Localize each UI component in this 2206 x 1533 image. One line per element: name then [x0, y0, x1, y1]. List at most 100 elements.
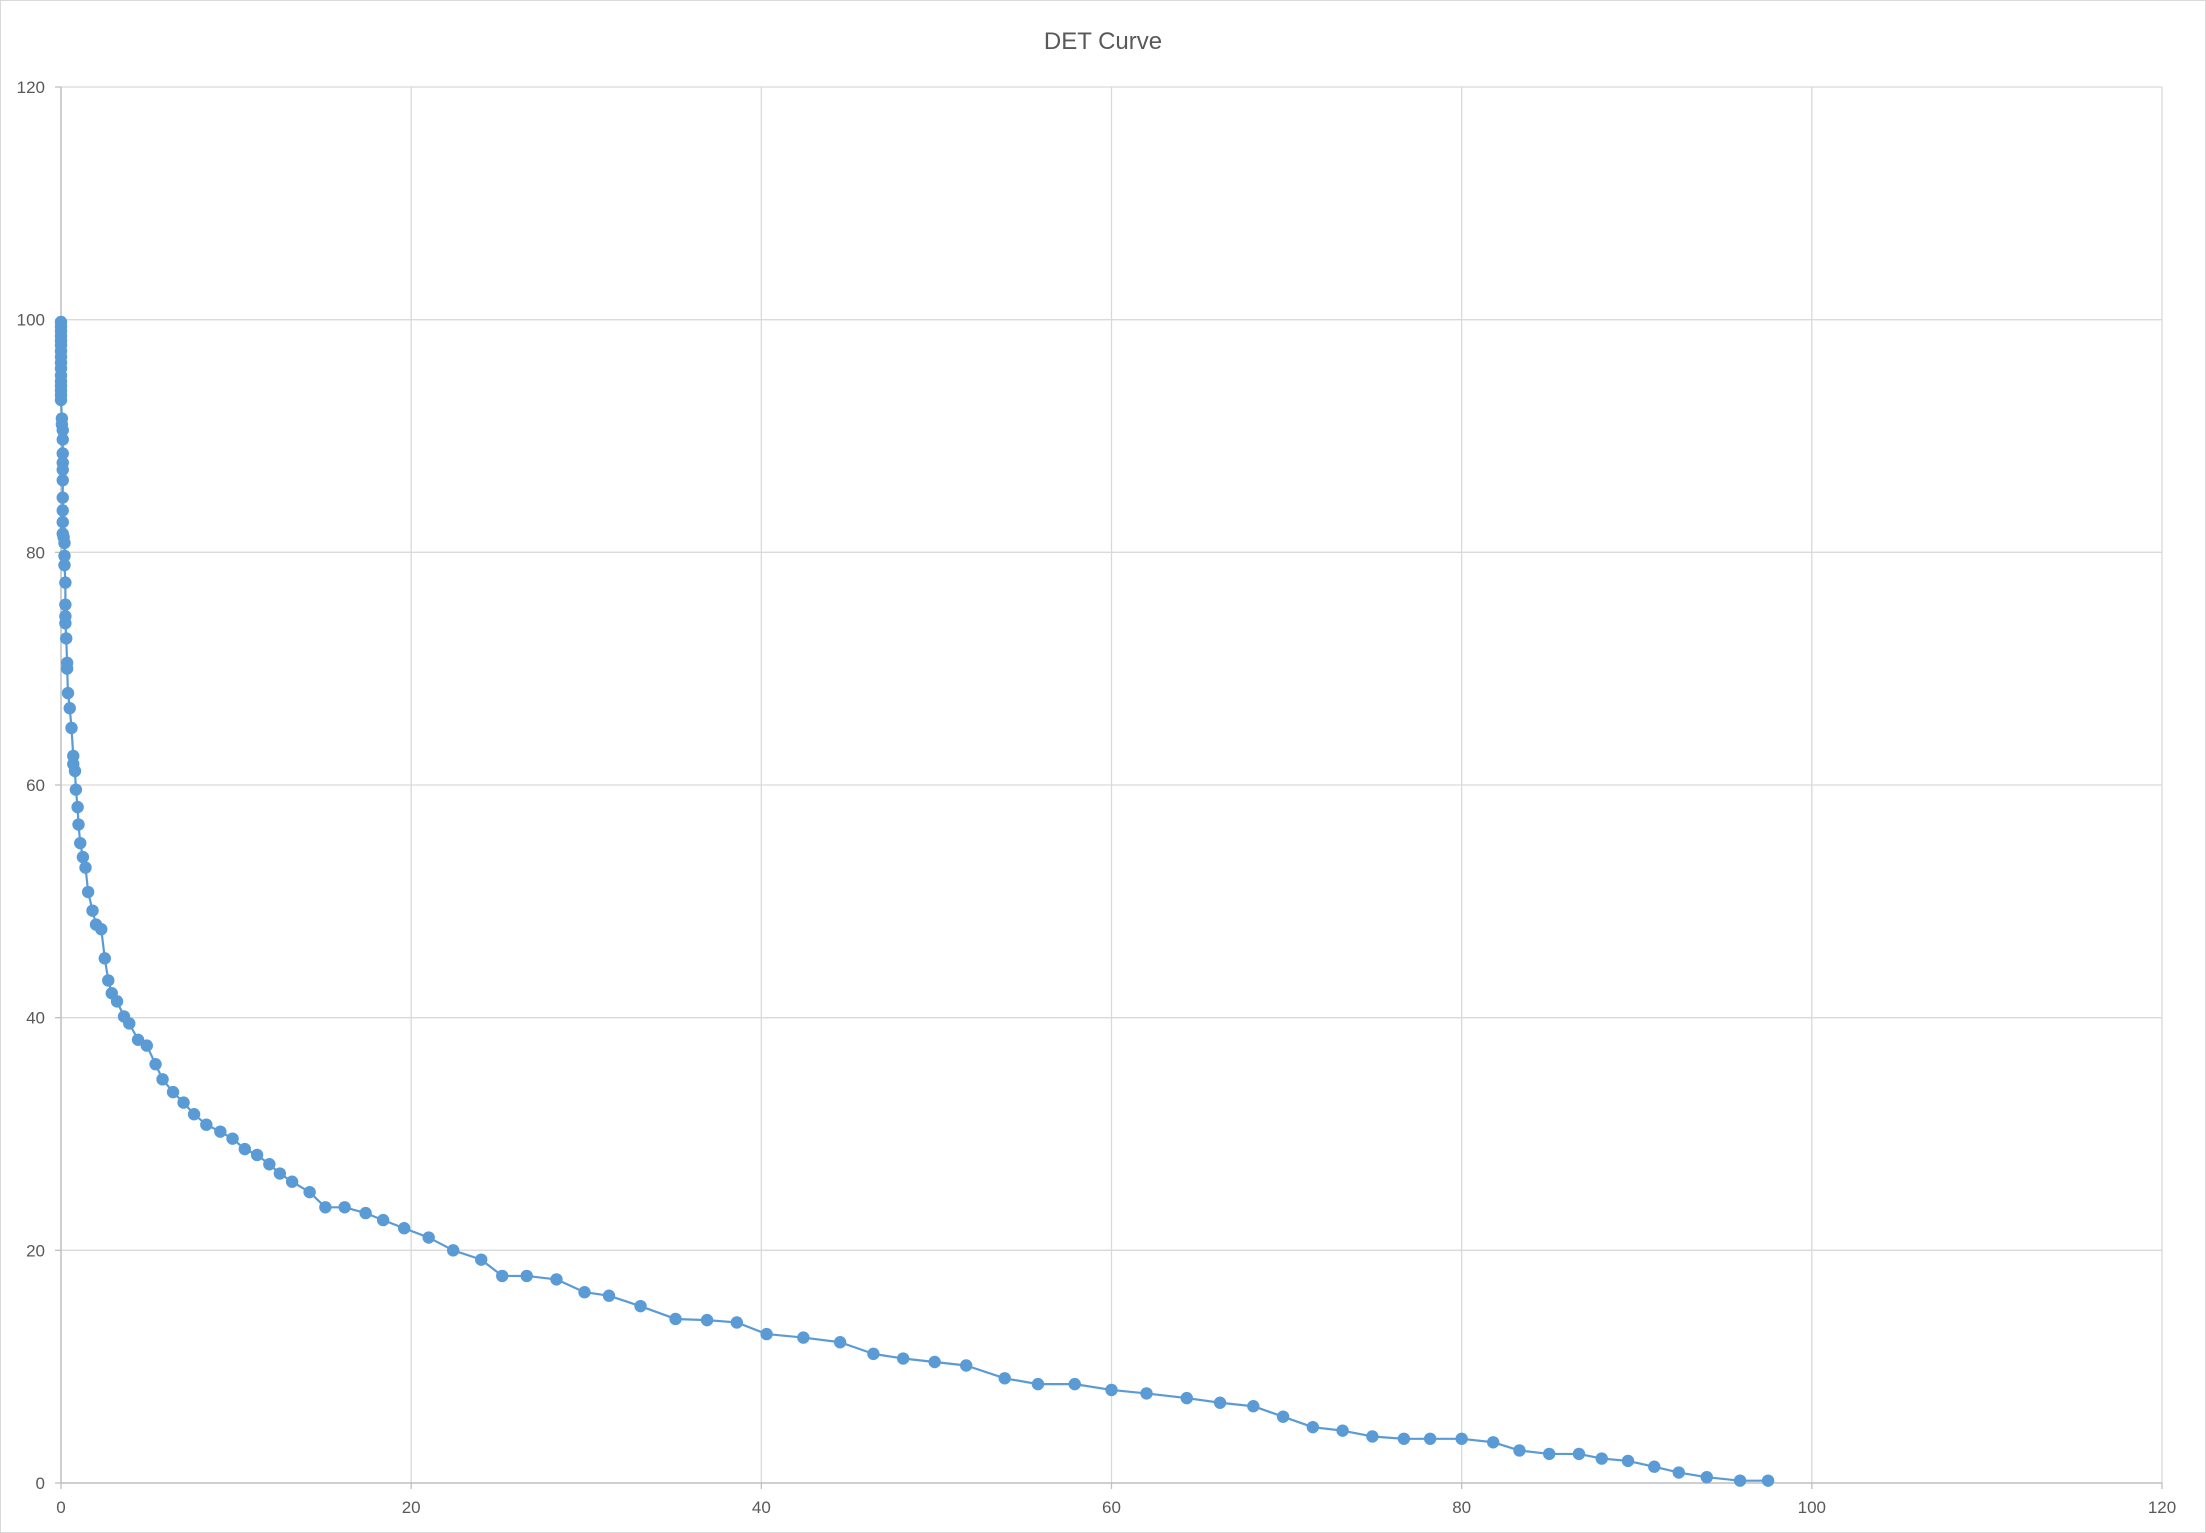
data-point [1423, 1432, 1437, 1445]
data-point [263, 1158, 276, 1171]
data-point [397, 1222, 411, 1235]
data-point [71, 800, 84, 814]
data-point [285, 1175, 299, 1188]
data-point [700, 1313, 714, 1327]
data-point [1336, 1424, 1349, 1437]
x-tick-label: 120 [2148, 1498, 2176, 1517]
data-point [928, 1355, 941, 1369]
data-point [72, 818, 85, 831]
data-point [56, 423, 69, 437]
data-point [177, 1096, 190, 1109]
y-tick-label: 40 [26, 1009, 45, 1028]
data-point [156, 1073, 169, 1086]
data-point [79, 861, 92, 874]
data-point [1572, 1447, 1586, 1461]
grid-lines [61, 86, 2163, 1483]
data-point [1455, 1432, 1468, 1445]
data-point [319, 1201, 332, 1214]
data-point [131, 1033, 145, 1046]
data-point [56, 433, 69, 446]
data-point [1140, 1387, 1153, 1400]
data-point [54, 393, 68, 407]
data-point [1486, 1436, 1500, 1449]
data-point [86, 904, 99, 917]
data-point [60, 632, 73, 645]
data-point [520, 1269, 533, 1283]
data-point [1366, 1430, 1379, 1443]
data-point [1733, 1474, 1747, 1487]
data-point [1595, 1452, 1608, 1465]
data-point [1397, 1432, 1411, 1445]
data-point [58, 549, 71, 563]
data-point [376, 1213, 390, 1227]
y-tick-label: 20 [26, 1241, 45, 1260]
data-point [56, 491, 69, 504]
data-point [1672, 1466, 1685, 1479]
data-point [760, 1327, 773, 1341]
data-point [200, 1118, 213, 1131]
chart-title: DET Curve [1044, 28, 1162, 55]
data-point [214, 1125, 227, 1138]
data-point [422, 1231, 435, 1244]
data-point [149, 1058, 162, 1071]
data-point [226, 1132, 239, 1145]
data-point [110, 995, 124, 1008]
x-tick-label: 40 [752, 1498, 771, 1517]
data-point [250, 1148, 264, 1162]
data-point [1105, 1383, 1118, 1397]
data-point [74, 836, 87, 850]
data-point [550, 1273, 563, 1286]
data-point [166, 1085, 180, 1099]
x-tick-label: 20 [402, 1498, 421, 1517]
y-tick-label: 100 [17, 311, 45, 330]
data-point [896, 1352, 910, 1365]
data-point [446, 1244, 460, 1257]
data-point [58, 536, 71, 550]
data-point [60, 662, 74, 675]
data-point [1513, 1444, 1526, 1457]
data-point [496, 1269, 509, 1283]
data-point [63, 702, 76, 715]
data-point [238, 1142, 252, 1156]
data-point [833, 1336, 847, 1349]
data-point [303, 1185, 316, 1199]
data-point [602, 1289, 616, 1302]
data-point [76, 850, 90, 864]
data-point [59, 576, 72, 589]
data-point [95, 923, 108, 936]
data-point [867, 1347, 880, 1361]
data-point [338, 1201, 351, 1214]
data-point [1761, 1474, 1775, 1487]
y-tick-label: 120 [17, 78, 45, 97]
data-point [959, 1359, 973, 1372]
data-point [1306, 1420, 1320, 1434]
data-point [98, 952, 111, 965]
x-tick-label: 60 [1102, 1498, 1121, 1517]
data-point [187, 1108, 201, 1121]
data-point [1213, 1396, 1227, 1409]
data-point [998, 1372, 1011, 1385]
data-point [56, 515, 69, 529]
data-point [140, 1039, 153, 1052]
data-point [123, 1017, 136, 1030]
data-point [730, 1316, 744, 1329]
data-point [69, 783, 83, 796]
data-point [797, 1331, 810, 1344]
data-point [56, 447, 69, 460]
data-point [669, 1312, 682, 1326]
y-tick-label: 60 [26, 776, 45, 795]
tick-labels: 0 20 40 60 80 100 120 0 20 40 60 80 100 120 [17, 78, 2177, 1517]
data-point [61, 686, 75, 700]
data-point [1180, 1391, 1193, 1405]
x-tick-label: 80 [1452, 1498, 1471, 1517]
data-point [1621, 1454, 1635, 1468]
x-tick-label: 100 [1798, 1498, 1826, 1517]
x-tick-label: 0 [56, 1498, 65, 1517]
data-point [1648, 1460, 1661, 1473]
data-point [273, 1167, 287, 1180]
data-point [56, 474, 69, 487]
data-point [1276, 1410, 1290, 1423]
data-point [1700, 1470, 1713, 1484]
data-point [65, 721, 78, 735]
